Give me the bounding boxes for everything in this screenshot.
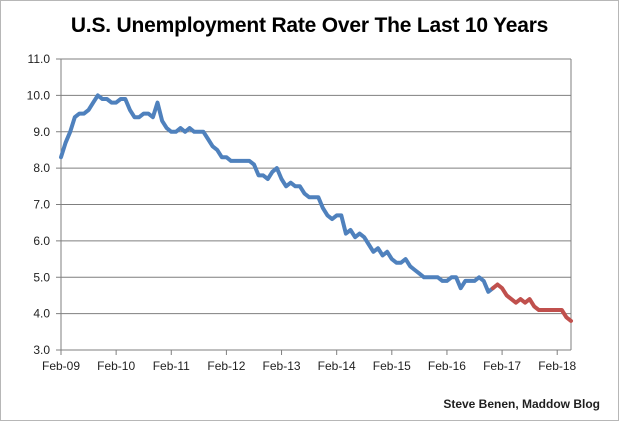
y-axis-label: 3.0 [33,343,50,357]
x-axis-label: Feb-16 [428,359,466,373]
y-axis-label: 10.0 [27,88,51,102]
y-axis-label: 11.0 [28,52,51,66]
y-axis-label: 7.0 [33,198,50,212]
y-axis-label: 8.0 [33,161,50,175]
y-axis-label: 9.0 [33,125,50,139]
x-axis-label: Feb-10 [97,359,135,373]
x-axis-label: Feb-11 [153,359,190,373]
x-axis-label: Feb-14 [318,359,356,373]
x-axis-label: Feb-17 [483,359,521,373]
x-axis-label: Feb-09 [42,359,80,373]
x-axis-label: Feb-15 [373,359,411,373]
x-axis-label: Feb-13 [263,359,301,373]
y-axis-label: 4.0 [33,307,50,321]
chart-title: U.S. Unemployment Rate Over The Last 10 … [70,14,549,37]
y-axis-label: 5.0 [33,270,50,284]
unemployment-line-red [490,282,573,323]
y-axis-label: 6.0 [33,234,50,248]
x-axis-label: Feb-12 [207,359,245,373]
unemployment-line-blue [59,93,495,294]
x-axis-label: Feb-18 [538,359,576,373]
attribution-text: Steve Benen, Maddow Blog [443,397,600,411]
